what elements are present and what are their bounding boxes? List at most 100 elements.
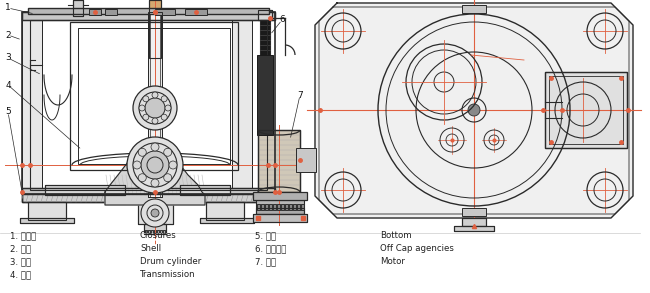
Bar <box>180 185 230 195</box>
Text: Shell: Shell <box>140 244 161 253</box>
Bar <box>28 202 66 220</box>
Bar <box>150 12 160 197</box>
Circle shape <box>133 86 177 130</box>
Bar <box>73 0 83 16</box>
Bar <box>261 204 264 210</box>
Bar <box>261 204 264 210</box>
Bar <box>232 20 252 188</box>
Bar <box>293 204 296 210</box>
Text: 3. 转鼓: 3. 转鼓 <box>10 257 31 266</box>
Bar <box>20 218 74 223</box>
Bar <box>73 0 83 16</box>
Bar <box>154 230 156 234</box>
Bar <box>151 230 153 234</box>
Text: 5: 5 <box>5 108 11 117</box>
Bar <box>265 204 268 210</box>
Bar <box>257 55 273 135</box>
Bar <box>22 188 275 194</box>
Bar <box>545 72 627 148</box>
Bar <box>281 204 284 210</box>
Text: 7: 7 <box>297 91 303 100</box>
Bar <box>45 185 125 195</box>
Bar <box>200 218 254 223</box>
Bar <box>185 9 207 15</box>
Bar <box>180 185 230 195</box>
Bar <box>145 230 147 234</box>
Text: Bottom: Bottom <box>380 231 411 240</box>
Bar <box>22 192 275 202</box>
Text: Drum cylinder: Drum cylinder <box>140 257 202 266</box>
Circle shape <box>151 179 159 187</box>
Bar <box>277 204 280 210</box>
Bar <box>160 230 162 234</box>
Bar <box>138 202 173 224</box>
Text: 3: 3 <box>5 54 11 62</box>
Bar <box>70 22 238 170</box>
Bar <box>253 214 307 222</box>
Bar <box>45 185 125 195</box>
Bar <box>462 208 486 216</box>
Bar <box>20 218 74 223</box>
Bar <box>301 204 304 210</box>
Bar <box>30 20 267 190</box>
Bar <box>269 204 272 210</box>
Bar <box>163 230 165 234</box>
Bar <box>22 192 275 202</box>
Bar <box>148 230 150 234</box>
Bar <box>206 202 244 220</box>
Circle shape <box>152 118 158 124</box>
Bar <box>148 12 162 197</box>
Text: Off Cap agencies: Off Cap agencies <box>380 244 454 253</box>
Bar <box>296 148 316 172</box>
Bar <box>138 202 173 224</box>
Text: Motor: Motor <box>380 257 405 266</box>
Circle shape <box>141 151 169 179</box>
Bar <box>149 0 161 58</box>
Bar <box>28 8 269 14</box>
Text: 1: 1 <box>5 4 11 13</box>
Bar <box>200 218 254 223</box>
Bar <box>258 130 300 192</box>
Bar <box>148 12 162 197</box>
Bar <box>265 204 268 210</box>
Bar <box>105 9 117 15</box>
Text: 5. 底板: 5. 底板 <box>255 231 276 240</box>
Circle shape <box>152 92 158 98</box>
Bar <box>206 202 244 220</box>
Bar <box>155 9 175 15</box>
Text: 1. 密封盖: 1. 密封盖 <box>10 231 36 240</box>
Bar <box>144 224 166 234</box>
Circle shape <box>151 143 159 151</box>
Bar <box>454 226 494 231</box>
Bar <box>89 9 101 15</box>
Bar <box>28 202 66 220</box>
Bar <box>462 218 486 226</box>
Text: 6. 开盖机构: 6. 开盖机构 <box>255 244 287 253</box>
Bar <box>22 20 42 188</box>
Bar <box>260 20 270 135</box>
Bar <box>148 230 150 234</box>
Circle shape <box>161 96 167 102</box>
Bar <box>78 28 230 164</box>
Text: 2. 外壳: 2. 外壳 <box>10 244 31 253</box>
Bar <box>289 204 292 210</box>
Circle shape <box>145 98 165 118</box>
Circle shape <box>133 161 141 169</box>
Bar <box>160 230 162 234</box>
Polygon shape <box>315 3 633 218</box>
Bar <box>273 204 276 210</box>
Bar <box>256 208 304 214</box>
Bar <box>151 230 153 234</box>
Bar <box>462 5 486 13</box>
Bar <box>22 20 42 188</box>
Bar <box>285 204 288 210</box>
Bar <box>297 204 300 210</box>
Bar <box>454 226 494 231</box>
Text: 2: 2 <box>5 30 11 40</box>
Polygon shape <box>105 148 205 205</box>
Bar <box>462 218 486 226</box>
Bar <box>232 20 252 188</box>
Bar <box>22 12 275 194</box>
Bar <box>149 0 161 58</box>
Text: 6: 6 <box>279 16 285 25</box>
